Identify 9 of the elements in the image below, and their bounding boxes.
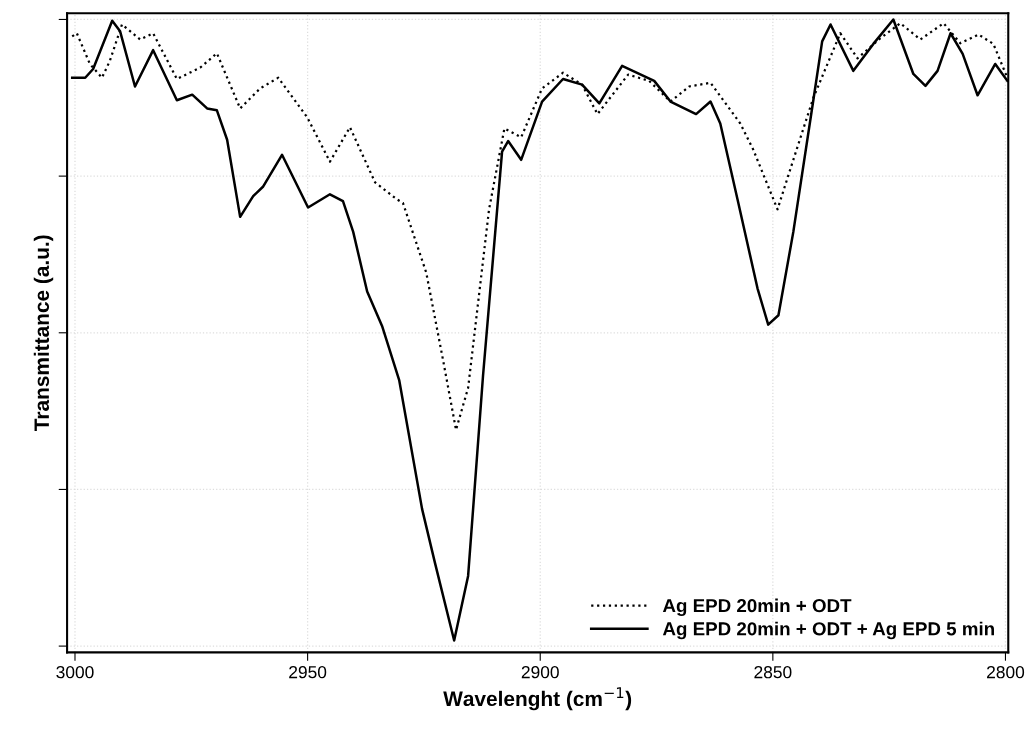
y-axis-title: Transmittance (a.u.) bbox=[33, 235, 54, 431]
x-tick-label: 2950 bbox=[289, 666, 327, 679]
legend-label: Ag EPD 20min + ODT + Ag EPD 5 min bbox=[662, 621, 994, 640]
x-tick-label: 2800 bbox=[987, 666, 1025, 679]
x-axis-title: Wavelenght (cm$^{−1}$) bbox=[443, 687, 632, 711]
x-tick-label: 2850 bbox=[754, 666, 792, 679]
legend-label: Ag EPD 20min + ODT bbox=[662, 598, 852, 617]
x-tick-label: 2900 bbox=[521, 666, 559, 679]
x-tick-label: 3000 bbox=[56, 666, 94, 679]
